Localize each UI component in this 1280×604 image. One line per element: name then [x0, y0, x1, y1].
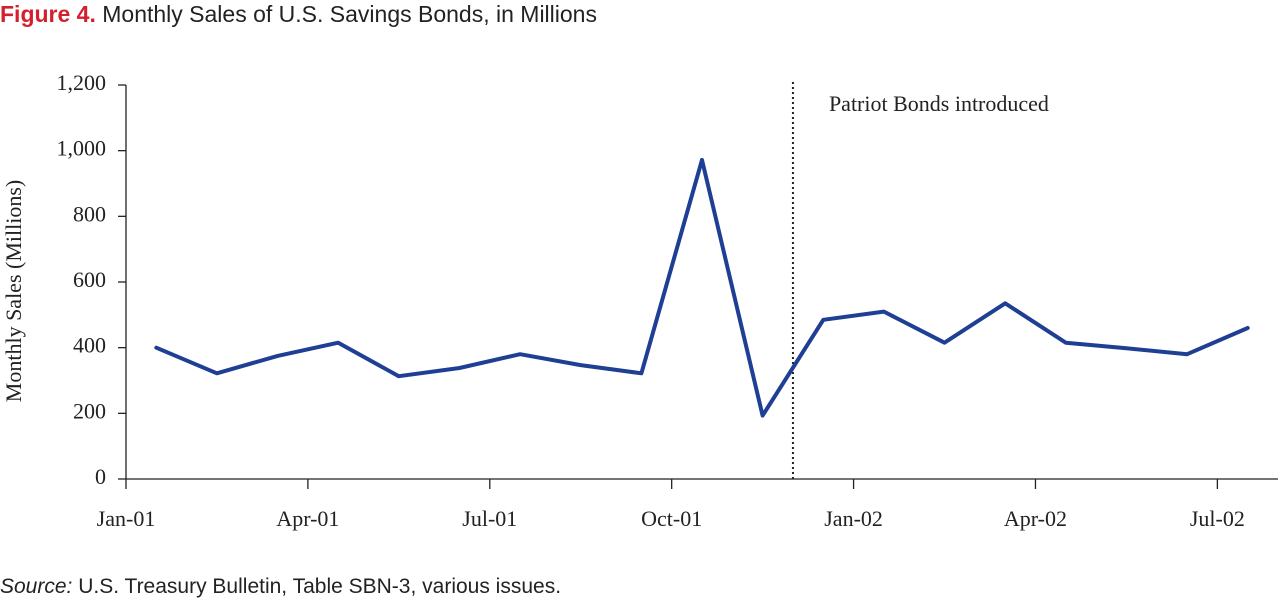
title-prefix: Figure 4.	[0, 1, 96, 27]
x-tick-label: Oct-01	[641, 506, 702, 531]
y-tick-label: 1,200	[57, 70, 107, 95]
source-prefix: Source:	[0, 575, 72, 598]
chart-title: Figure 4. Monthly Sales of U.S. Savings …	[0, 1, 597, 27]
y-tick-label: 200	[73, 398, 106, 423]
data-line	[154, 157, 1250, 418]
y-axis-label: Monthly Sales (Millions)	[1, 180, 26, 402]
y-tick-label: 400	[73, 333, 106, 358]
title-text: Monthly Sales of U.S. Savings Bonds, in …	[102, 1, 597, 27]
y-tick-label: 800	[73, 201, 106, 226]
source-text: U.S. Treasury Bulletin, Table SBN-3, var…	[78, 575, 561, 598]
annotation-text: Patriot Bonds introduced	[829, 91, 1049, 116]
x-tick-label: Apr-01	[276, 506, 339, 531]
x-tick-label: Jul-02	[1190, 506, 1245, 531]
y-tick-label: 600	[73, 267, 106, 292]
x-tick-label: Apr-02	[1004, 506, 1067, 531]
x-tick-label: Jul-01	[462, 506, 517, 531]
y-tick-label: 1,000	[57, 136, 107, 161]
x-tick-label: Jan-02	[824, 506, 883, 531]
y-tick-label: 0	[95, 464, 106, 489]
source-note: Source: U.S. Treasury Bulletin, Table SB…	[0, 575, 561, 598]
x-tick-label: Jan-01	[97, 506, 156, 531]
